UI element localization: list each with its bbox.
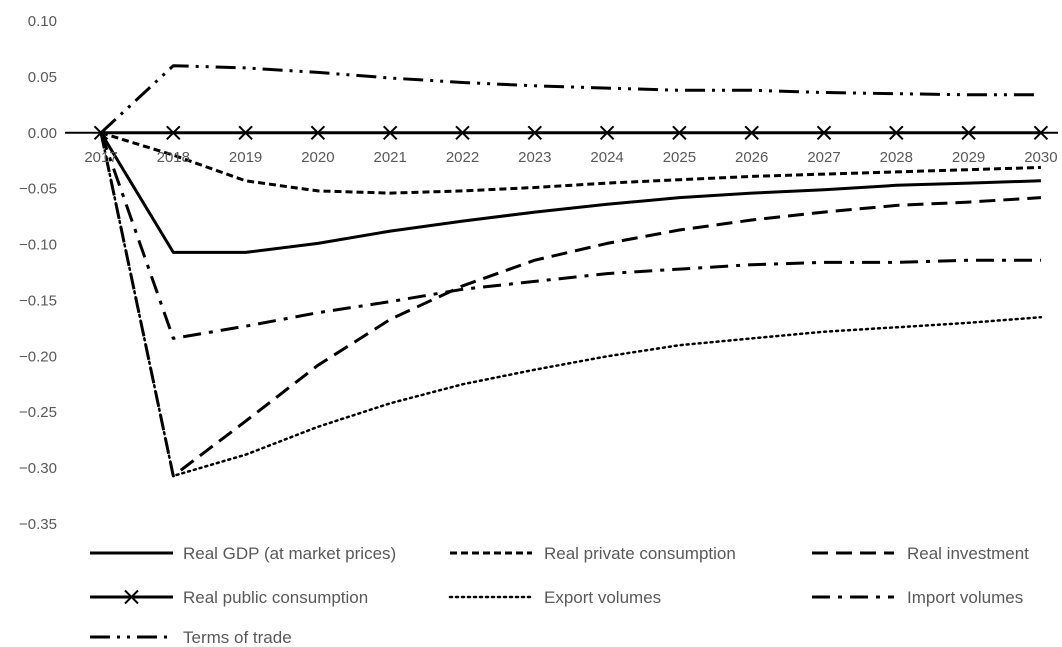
legend-label: Terms of trade xyxy=(183,628,292,647)
legend-item: Export volumes xyxy=(448,588,661,607)
legend-item: Import volumes xyxy=(812,588,1023,607)
series-line-5 xyxy=(99,131,1043,478)
y-tick-label: −0.15 xyxy=(19,292,57,309)
series-line-1 xyxy=(99,132,1041,254)
legend-label: Real investment xyxy=(907,544,1029,563)
legend-label: Export volumes xyxy=(544,588,661,607)
x-marker xyxy=(672,125,687,140)
x-marker xyxy=(238,125,253,140)
y-tick-label: 0.05 xyxy=(28,69,57,86)
series-line-2 xyxy=(100,131,1041,195)
x-marker xyxy=(1033,125,1049,140)
x-marker xyxy=(961,125,976,140)
x-marker xyxy=(816,125,832,140)
legend-item: Real public consumption xyxy=(90,588,368,607)
y-tick-label: −0.30 xyxy=(19,460,57,477)
legend-item: Terms of trade xyxy=(90,628,292,647)
series-line-7 xyxy=(99,64,1041,134)
x-marker xyxy=(455,125,470,140)
y-tick-label: −0.25 xyxy=(19,404,57,421)
legend: Real GDP (at market prices) Real private … xyxy=(90,544,1029,647)
x-tick-label: 2028 xyxy=(880,149,913,166)
legend-item: Real private consumption xyxy=(450,544,736,563)
x-marker xyxy=(310,125,326,140)
x-marker xyxy=(889,125,904,140)
x-marker xyxy=(744,125,759,140)
series-line-6 xyxy=(99,132,1041,340)
series-layer xyxy=(99,64,1043,478)
y-tick-label: 0.10 xyxy=(28,13,57,30)
x-marker xyxy=(166,125,181,140)
x-axis-tick-labels: 2017 2018 2019 2020 2021 2022 2023 2024 2025 2026… xyxy=(84,149,1057,166)
legend-label: Real public consumption xyxy=(183,588,368,607)
x-marker xyxy=(382,125,398,140)
x-marker xyxy=(527,125,543,140)
y-tick-label: −0.10 xyxy=(19,237,57,254)
x-tick-label: 2030 xyxy=(1024,149,1057,166)
x-tick-label: 2017 xyxy=(84,149,117,166)
x-tick-label: 2019 xyxy=(229,149,262,166)
x-marker xyxy=(599,125,615,140)
y-tick-label: 0.00 xyxy=(28,125,57,142)
legend-item: Real GDP (at market prices) xyxy=(90,544,396,563)
x-tick-label: 2018 xyxy=(157,149,190,166)
y-tick-label: −0.20 xyxy=(19,348,57,365)
markers-layer xyxy=(93,125,1049,140)
x-tick-label: 2023 xyxy=(518,149,551,166)
x-tick-label: 2024 xyxy=(590,149,623,166)
x-tick-label: 2025 xyxy=(663,149,696,166)
legend-item: Real investment xyxy=(812,544,1029,563)
y-tick-label: −0.05 xyxy=(19,181,57,198)
series-line-3 xyxy=(99,132,1041,478)
legend-label: Import volumes xyxy=(907,588,1023,607)
x-tick-label: 2026 xyxy=(735,149,768,166)
x-marker xyxy=(93,125,109,140)
y-tick-label: −0.35 xyxy=(19,516,57,533)
legend-label: Real private consumption xyxy=(544,544,736,563)
x-tick-label: 2020 xyxy=(301,149,334,166)
x-tick-label: 2029 xyxy=(952,149,985,166)
x-tick-label: 2022 xyxy=(446,149,479,166)
legend-label: Real GDP (at market prices) xyxy=(183,544,396,563)
x-tick-label: 2027 xyxy=(807,149,840,166)
y-axis-tick-labels: 0.10 0.05 0.00 −0.05 −0.10 −0.15 −0.20 −0.25 −0.… xyxy=(19,13,57,533)
x-tick-label: 2021 xyxy=(374,149,407,166)
